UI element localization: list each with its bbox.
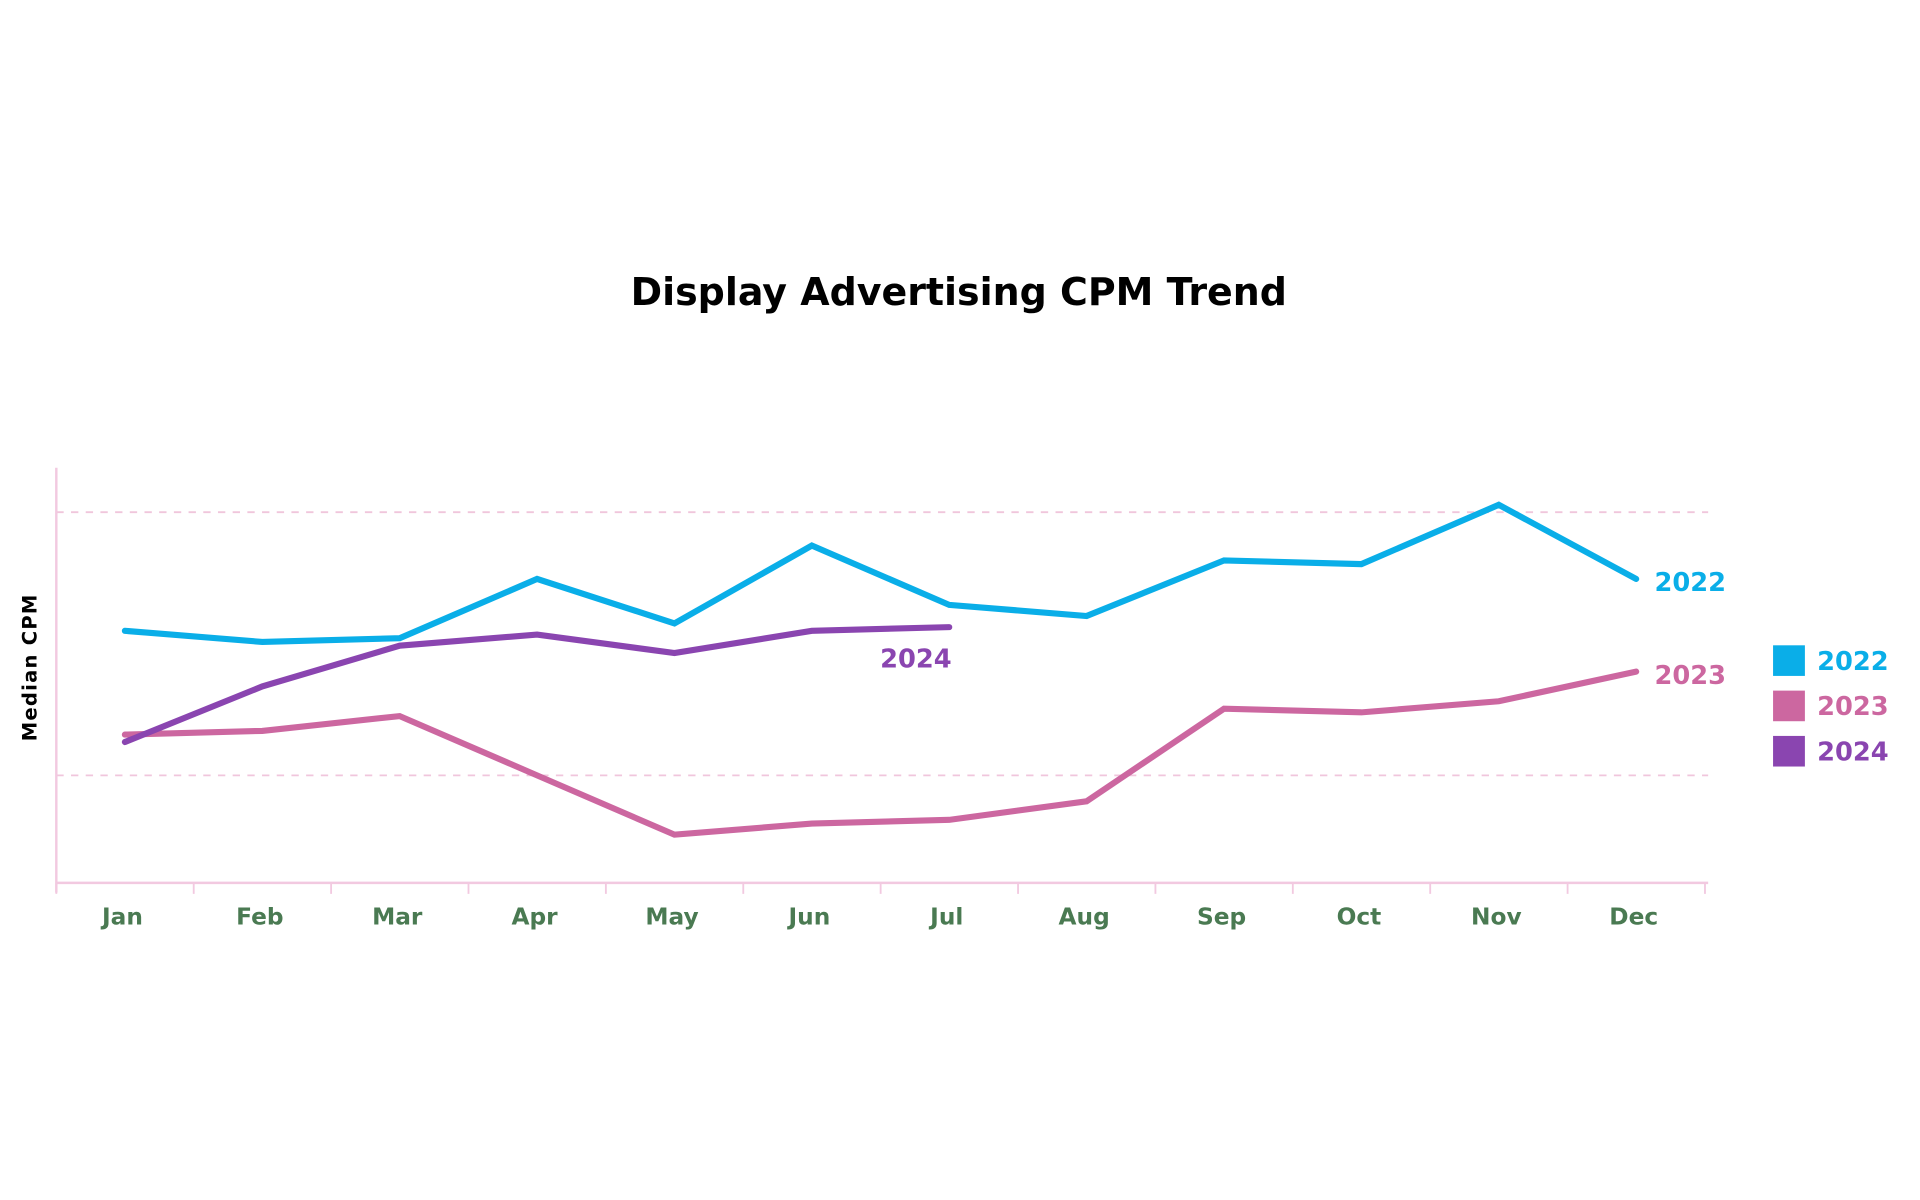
legend-label: 2024: [1817, 737, 1889, 767]
x-tick-label: Mar: [372, 903, 423, 930]
gridlines: [56, 511, 1709, 777]
x-tick-label: Jan: [100, 903, 143, 930]
y-axis-label: Median CPM: [19, 593, 42, 741]
x-tick-labels: Jan Feb Mar Apr May Jun Jul Aug Sep Oct Nov Dec: [100, 903, 1658, 930]
axes: [55, 467, 1709, 894]
x-tick-label: May: [645, 903, 698, 930]
series-line-2022: [121, 501, 1640, 646]
legend-swatch: [1773, 645, 1805, 676]
x-tick-label: Jul: [928, 903, 963, 930]
x-tick-label: Oct: [1337, 903, 1382, 930]
legend-swatch: [1773, 735, 1805, 767]
chart-title: Display Advertising CPM Trend: [631, 270, 1287, 314]
series-line-2024: [121, 624, 953, 746]
x-tick-label: Aug: [1059, 903, 1110, 930]
legend-label: 2022: [1817, 647, 1889, 677]
series-end-label: 2022: [1655, 568, 1727, 598]
series-end-label: 2023: [1655, 661, 1727, 691]
x-tick-label: Nov: [1471, 903, 1522, 930]
x-tick-label: Sep: [1197, 903, 1246, 930]
legend-label: 2023: [1817, 692, 1889, 722]
series-end-label: 2024: [880, 645, 952, 675]
legend: 2022 2023 2024: [1773, 645, 1889, 767]
series-end-labels: 2022 2023 2024: [880, 568, 1726, 691]
series-lines: [121, 501, 1640, 838]
series-line-2023: [121, 668, 1640, 838]
x-tick-label: Feb: [236, 903, 283, 930]
x-tick-label: Apr: [512, 903, 559, 930]
x-tick-label: Jun: [787, 903, 831, 930]
x-tick-label: Dec: [1609, 903, 1658, 930]
legend-swatch: [1773, 690, 1805, 722]
